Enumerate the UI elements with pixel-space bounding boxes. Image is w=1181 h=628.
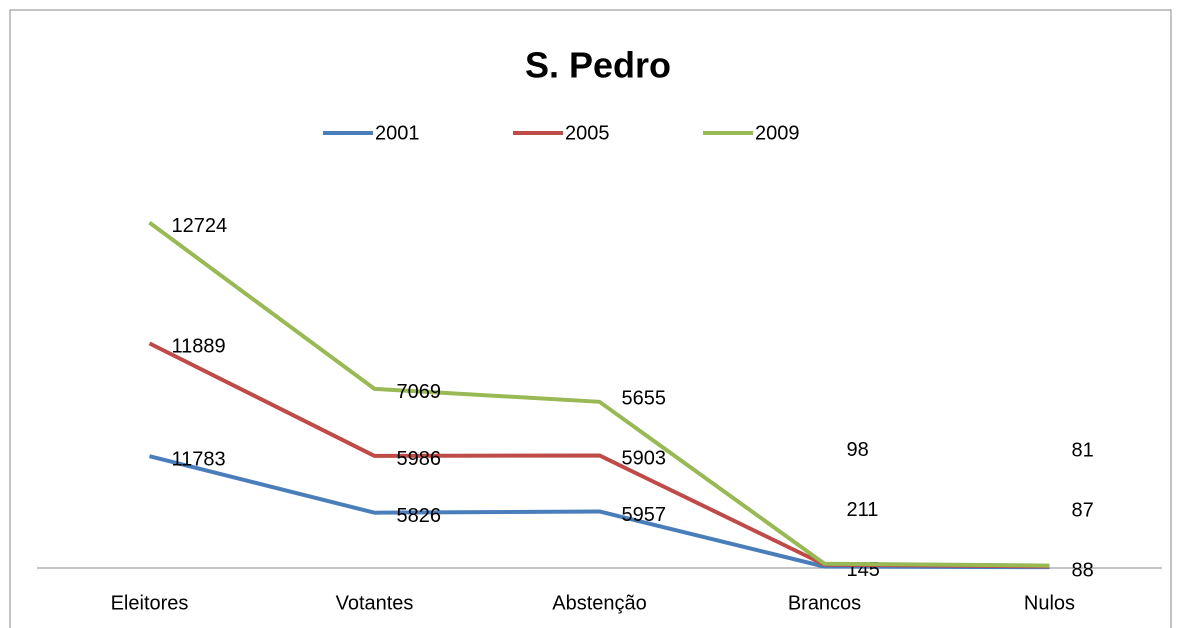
- data-label: 87: [1072, 499, 1094, 521]
- x-tick-label: Votantes: [336, 592, 414, 614]
- chart-frame: [9, 9, 1172, 628]
- legend-label: 2005: [565, 122, 610, 144]
- series-line: [148, 221, 1050, 568]
- series-line: [149, 454, 1050, 570]
- x-tick-label: Abstenção: [552, 592, 647, 614]
- data-label: 5826: [397, 505, 442, 527]
- data-label: 211: [847, 499, 879, 521]
- data-label: 11889: [172, 336, 226, 358]
- data-label: 98: [847, 439, 869, 461]
- legend-label: 2009: [755, 122, 800, 144]
- x-tick-label: Brancos: [788, 592, 861, 614]
- data-label: 81: [1072, 439, 1094, 461]
- chart-title: S. Pedro: [525, 45, 671, 86]
- x-tick-label: Nulos: [1024, 592, 1075, 614]
- legend-label: 2001: [375, 122, 420, 144]
- data-label: 5903: [622, 448, 667, 470]
- data-label: 7069: [397, 381, 442, 403]
- x-tick-label: Eleitores: [111, 592, 189, 614]
- data-label: 11783: [172, 448, 226, 470]
- series-line: [148, 341, 1050, 569]
- data-label: 12724: [172, 215, 228, 237]
- data-label: 5655: [622, 388, 667, 410]
- data-label: 5957: [622, 504, 667, 526]
- data-label: 5986: [397, 448, 442, 470]
- data-label: 88: [1072, 559, 1094, 581]
